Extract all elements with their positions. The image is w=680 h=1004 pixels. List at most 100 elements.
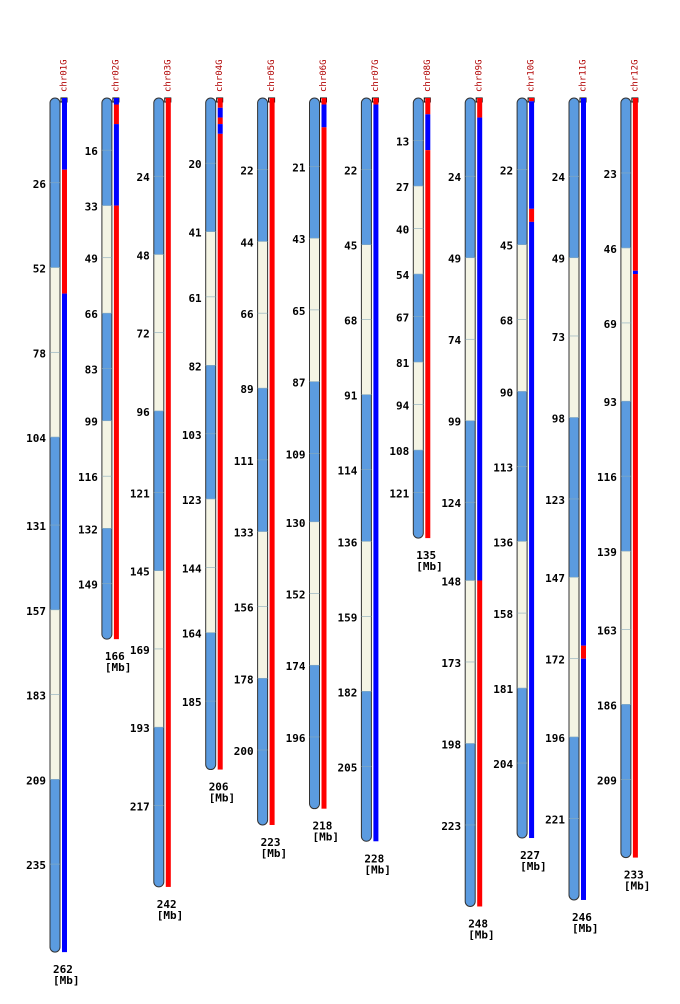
track-segment	[477, 98, 483, 118]
track-segment	[62, 169, 67, 294]
tick-label: 48	[137, 249, 150, 262]
chromosome-name: chr08G	[423, 59, 433, 92]
band	[413, 362, 424, 451]
track-segment	[321, 104, 327, 128]
tick-label: 204	[493, 758, 513, 771]
band	[309, 381, 320, 522]
track-segment	[477, 580, 483, 907]
length-label: 166	[105, 650, 125, 663]
tick-label: 178	[234, 673, 254, 686]
band	[517, 244, 528, 392]
tick-label: 20	[188, 158, 201, 171]
tick-label: 82	[188, 360, 201, 373]
tick-label: 90	[500, 386, 513, 399]
tick-label: 209	[26, 774, 46, 787]
track-segment	[165, 98, 171, 887]
chromosome: 23 46 69 93 116 139 163 186 209 chr12G 233[Mb]	[597, 59, 650, 892]
track-segment	[113, 124, 119, 206]
tick-label: 174	[286, 660, 306, 673]
tick-label: 116	[78, 471, 98, 484]
track-segment	[581, 645, 586, 659]
chromosome: 20 41 61 82 103 123 144 164 185 chr04G 206[Mb]	[182, 59, 235, 804]
tick-label: 221	[545, 813, 565, 826]
track-segment	[477, 117, 483, 581]
tick-label: 185	[182, 696, 202, 709]
tick-label: 103	[182, 429, 202, 442]
track-segment	[321, 98, 327, 105]
tick-label: 24	[552, 171, 566, 184]
unit-label: [Mb]	[468, 928, 495, 941]
length-label: 246	[572, 911, 592, 924]
length-label: 135	[416, 549, 436, 562]
chromosome-name: chr01G	[60, 59, 70, 92]
tick-label: 45	[344, 240, 357, 253]
track-segment	[113, 205, 119, 640]
chromosome: 24 49 73 98 123 147 172 196 221 chr11G 246[Mb]	[545, 59, 598, 934]
tick-label: 23	[604, 168, 617, 181]
unit-label: [Mb]	[416, 560, 443, 573]
tick-label: 72	[137, 328, 150, 341]
tick-label: 200	[234, 745, 254, 758]
band	[465, 98, 476, 258]
unit-label: [Mb]	[624, 880, 651, 893]
tick-label: 133	[234, 527, 254, 540]
band	[413, 450, 424, 539]
tick-label: 163	[597, 624, 617, 637]
chromosome-name: chr10G	[527, 59, 537, 92]
chromosome: 24 48 72 96 121 145 169 193 217 chr03G 242[Mb]	[130, 59, 183, 921]
length-label: 218	[313, 820, 333, 833]
band	[465, 420, 476, 581]
track-segment	[373, 104, 379, 842]
tick-label: 93	[604, 396, 617, 409]
tick-label: 172	[545, 654, 565, 667]
tick-label: 136	[493, 536, 513, 549]
track-segment	[529, 98, 535, 102]
tick-label: 27	[396, 181, 409, 194]
tick-label: 44	[240, 236, 254, 249]
tick-label: 67	[396, 311, 409, 324]
chromosome: 26 52 78 104 131 157 183 209 235 chr01G 262[Mb]	[26, 59, 79, 987]
chromosome: 13 27 40 54 67 81 94 108 121 chr08G 135[Mb]	[389, 59, 442, 573]
tick-label: 186	[597, 699, 617, 712]
tick-label: 99	[85, 416, 98, 429]
band	[257, 678, 268, 825]
tick-label: 223	[441, 820, 461, 833]
tick-label: 40	[396, 223, 409, 236]
tick-label: 182	[338, 686, 358, 699]
tick-label: 123	[545, 494, 565, 507]
tick-label: 157	[26, 605, 46, 618]
band	[620, 704, 631, 858]
chromosome: 22 44 66 89 111 133 156 178 200 chr05G 223[Mb]	[234, 59, 287, 859]
tick-label: 49	[448, 253, 461, 266]
tick-label: 91	[344, 390, 358, 403]
chromosome-outline	[257, 97, 269, 826]
track-segment	[113, 104, 119, 125]
band	[361, 394, 372, 542]
unit-label: [Mb]	[53, 974, 80, 987]
chromosome-name: chr09G	[475, 59, 485, 92]
tick-label: 49	[552, 253, 565, 266]
length-label: 223	[261, 836, 281, 849]
tick-label: 193	[130, 722, 150, 735]
tick-label: 33	[85, 201, 98, 214]
tick-label: 13	[396, 135, 409, 148]
tick-label: 235	[26, 859, 46, 872]
length-label: 242	[157, 898, 177, 911]
tick-label: 49	[85, 253, 98, 266]
tick-label: 196	[545, 732, 565, 745]
tick-label: 152	[286, 589, 306, 602]
band	[569, 417, 579, 578]
tick-label: 156	[234, 602, 254, 615]
tick-label: 16	[85, 145, 99, 158]
tick-label: 46	[604, 243, 618, 256]
tick-label: 147	[545, 572, 565, 585]
tick-label: 73	[552, 331, 565, 344]
tick-label: 158	[493, 608, 513, 621]
tick-label: 108	[389, 445, 409, 458]
band	[101, 205, 112, 314]
unit-label: [Mb]	[261, 847, 288, 860]
tick-label: 121	[130, 487, 150, 500]
tick-label: 24	[448, 171, 462, 184]
chromosome-outline	[620, 97, 632, 859]
tick-label: 87	[292, 377, 305, 390]
